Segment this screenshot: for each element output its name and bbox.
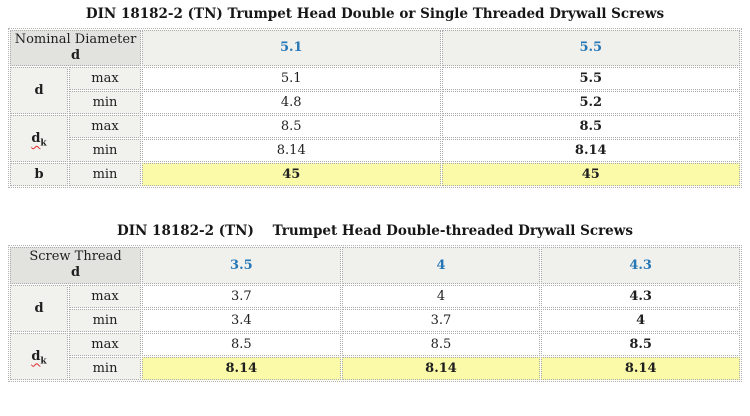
dk-label-with-squiggle: dk bbox=[31, 131, 47, 149]
table1-corner-line2: d bbox=[70, 47, 81, 63]
dk-base: d bbox=[31, 131, 41, 147]
value-cell: 4 bbox=[541, 308, 740, 332]
dk-base: d bbox=[31, 348, 41, 364]
table2-group-d-label: d bbox=[10, 284, 68, 332]
table2-col-header-4: 4 bbox=[341, 246, 541, 284]
limit-label: max bbox=[69, 332, 142, 356]
table2-corner-cell: Screw Thread d bbox=[10, 246, 142, 284]
limit-label: max bbox=[69, 67, 141, 91]
limit-label: min bbox=[69, 163, 141, 187]
table1-corner-line1: Nominal Diameter bbox=[14, 31, 137, 47]
limit-label: min bbox=[69, 356, 142, 380]
table1-group-d-label: d bbox=[10, 67, 68, 115]
value-cell-highlighted: 45 bbox=[441, 163, 740, 187]
table-row-highlighted: min 8.14 8.14 8.14 bbox=[10, 356, 740, 380]
value-cell-highlighted: 8.14 bbox=[142, 356, 341, 380]
dk-label-with-squiggle: dk bbox=[31, 348, 47, 367]
limit-label: min bbox=[69, 139, 141, 163]
table-row: d max 5.1 5.5 bbox=[10, 67, 740, 115]
table-row-highlighted: b min 45 45 bbox=[10, 163, 740, 187]
table1-col-header-5-1: 5.1 bbox=[142, 29, 441, 67]
table2-corner-line2: d bbox=[70, 265, 81, 281]
value-cell: 8.14 bbox=[142, 139, 441, 163]
table1-col-header-5-5: 5.5 bbox=[441, 29, 740, 67]
value-cell-highlighted: 45 bbox=[142, 163, 441, 187]
value-cell: 3.4 bbox=[142, 308, 341, 332]
table1-corner-cell: Nominal Diameter d bbox=[10, 29, 141, 67]
table1-group-b-label: b bbox=[10, 163, 68, 187]
limit-label: max bbox=[69, 115, 141, 139]
table-row: min 4.8 5.2 bbox=[10, 91, 740, 115]
value-cell: 5.1 bbox=[142, 67, 441, 91]
table1-screw-specs: Nominal Diameter d 5.1 5.5 d max 5.1 5.5… bbox=[8, 27, 742, 189]
table2-group-dk-label: dk bbox=[10, 332, 68, 380]
value-cell-highlighted: 8.14 bbox=[541, 356, 740, 380]
value-cell: 8.5 bbox=[441, 115, 740, 139]
value-cell-highlighted: 8.14 bbox=[341, 356, 541, 380]
table2-screw-specs: Screw Thread d 3.5 4 4.3 d max 3.7 4 4.3… bbox=[8, 244, 742, 382]
table-row: d max 3.7 4 4.3 bbox=[10, 284, 740, 332]
value-cell: 8.5 bbox=[341, 332, 541, 356]
table2-corner-line1: Screw Thread bbox=[29, 248, 122, 264]
table-row: dk max 8.5 8.5 bbox=[10, 115, 740, 163]
document-page: DIN 18182-2 (TN) Trumpet Head Double or … bbox=[8, 6, 742, 382]
dk-subscript: k bbox=[40, 356, 47, 367]
value-cell: 8.5 bbox=[541, 332, 740, 356]
table-row: min 3.4 3.7 4 bbox=[10, 308, 740, 332]
limit-label: min bbox=[69, 308, 142, 332]
table2-title: DIN 18182-2 (TN) Trumpet Head Double-thr… bbox=[117, 223, 633, 240]
value-cell: 5.5 bbox=[441, 67, 740, 91]
table2-header-row: Screw Thread d 3.5 4 4.3 bbox=[10, 246, 740, 284]
limit-label: max bbox=[69, 284, 142, 308]
limit-label: min bbox=[69, 91, 141, 115]
table-row: min 8.14 8.14 bbox=[10, 139, 740, 163]
value-cell: 3.7 bbox=[142, 284, 341, 308]
table1-title: DIN 18182-2 (TN) Trumpet Head Double or … bbox=[85, 6, 665, 22]
value-cell: 4 bbox=[341, 284, 541, 308]
value-cell: 4.8 bbox=[142, 91, 441, 115]
dk-subscript: k bbox=[40, 138, 47, 149]
table1-group-dk-label: dk bbox=[10, 115, 68, 163]
value-cell: 8.5 bbox=[142, 332, 341, 356]
value-cell: 8.14 bbox=[441, 139, 740, 163]
value-cell: 5.2 bbox=[441, 91, 740, 115]
table2-col-header-4-3: 4.3 bbox=[541, 246, 740, 284]
value-cell: 8.5 bbox=[142, 115, 441, 139]
value-cell: 4.3 bbox=[541, 284, 740, 308]
value-cell: 3.7 bbox=[341, 308, 541, 332]
table2-col-header-3-5: 3.5 bbox=[142, 246, 341, 284]
table-row: dk max 8.5 8.5 8.5 bbox=[10, 332, 740, 380]
table1-header-row: Nominal Diameter d 5.1 5.5 bbox=[10, 29, 740, 67]
